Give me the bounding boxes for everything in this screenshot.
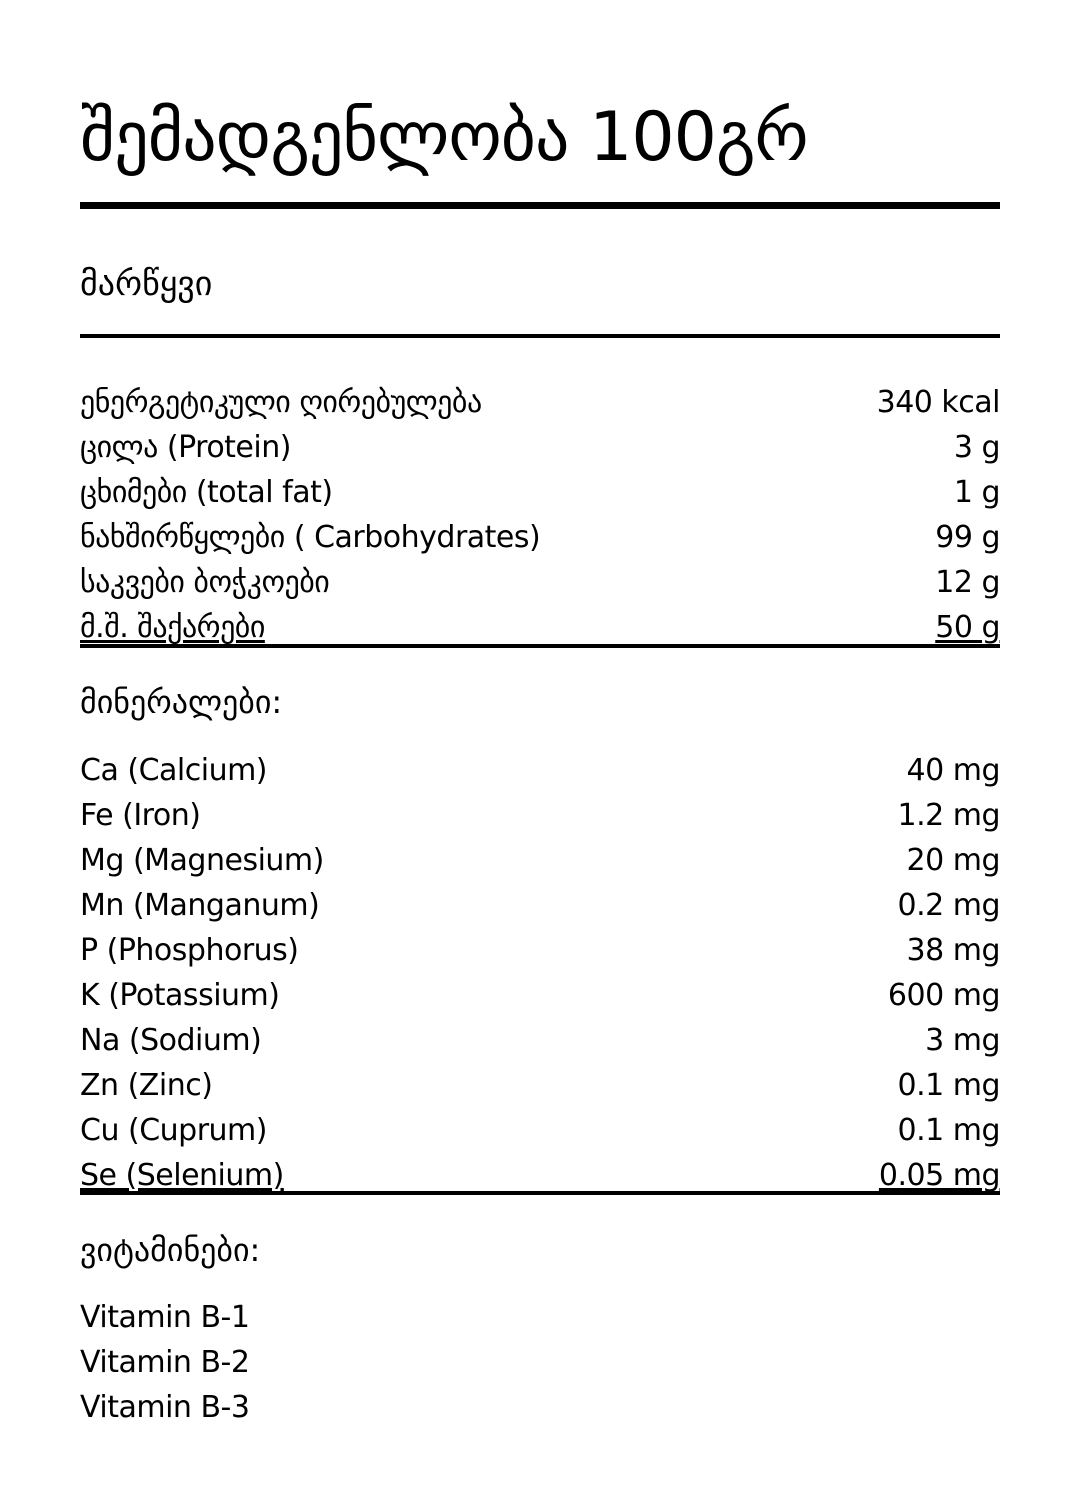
mineral-row: Zn (Zinc) 0.1 mg bbox=[80, 1063, 1000, 1108]
vitamin-item: Vitamin B-2 bbox=[80, 1340, 1000, 1385]
mineral-row: P (Phosphorus) 38 mg bbox=[80, 928, 1001, 973]
vitamins-heading: ვიტამინები: bbox=[80, 1231, 261, 1269]
mineral-row: Fe (Iron) 1.2 mg bbox=[80, 793, 1000, 838]
vitamin-item: Vitamin B-1 bbox=[80, 1295, 1000, 1340]
row-label: Na (Sodium) bbox=[80, 1023, 262, 1058]
row-label: Vitamin B-3 bbox=[80, 1390, 250, 1425]
row-label: Cu (Cuprum) bbox=[80, 1113, 267, 1148]
nutrition-row-carbohydrates: ნახშირწყლები ( Carbohydrates) 99 g bbox=[80, 515, 1000, 560]
row-value: 20 mg bbox=[906, 843, 1001, 878]
row-value: 1 g bbox=[953, 475, 1001, 510]
nutrition-table: ენერგეტიკული ღირებულება 340 kcal ცილა (Pr… bbox=[80, 380, 1001, 650]
mineral-row: Se (Selenium) 0.05 mg bbox=[80, 1153, 1001, 1198]
row-value: 40 mg bbox=[906, 753, 1001, 788]
row-label: Mg (Magnesium) bbox=[80, 843, 324, 878]
row-label: საკვები ბოჭკოები bbox=[80, 565, 330, 600]
minerals-divider bbox=[80, 1191, 1000, 1195]
mineral-row: Cu (Cuprum) 0.1 mg bbox=[80, 1108, 1000, 1153]
row-label: Fe (Iron) bbox=[80, 798, 201, 833]
row-value: 0.05 mg bbox=[878, 1158, 1001, 1193]
title-divider bbox=[80, 202, 1000, 209]
row-label: ცხიმები (total fat) bbox=[80, 475, 333, 510]
row-label: K (Potassium) bbox=[80, 978, 280, 1013]
row-label: Vitamin B-1 bbox=[80, 1300, 250, 1335]
mineral-row: Mn (Manganum) 0.2 mg bbox=[80, 883, 1000, 928]
row-label: Zn (Zinc) bbox=[80, 1068, 213, 1103]
row-label: ენერგეტიკული ღირებულება bbox=[80, 385, 482, 420]
row-value: 1.2 mg bbox=[897, 798, 1000, 833]
row-value: 99 g bbox=[935, 520, 1000, 555]
vitamins-list: Vitamin B-1 Vitamin B-2 Vitamin B-3 bbox=[80, 1295, 1000, 1430]
mineral-row: Mg (Magnesium) 20 mg bbox=[80, 838, 1001, 883]
row-label: Ca (Calcium) bbox=[80, 753, 268, 788]
row-value: 38 mg bbox=[906, 933, 1001, 968]
minerals-table: Ca (Calcium) 40 mg Fe (Iron) 1.2 mg Mg (Ma… bbox=[80, 748, 1001, 1198]
product-divider bbox=[80, 334, 1000, 338]
minerals-heading: მინერალები: bbox=[80, 683, 283, 721]
row-label: ნახშირწყლები ( Carbohydrates) bbox=[80, 520, 541, 555]
nutrition-row-fiber: საკვები ბოჭკოები 12 g bbox=[80, 560, 1000, 605]
product-name: მარწყვი bbox=[80, 264, 213, 304]
mineral-row: Ca (Calcium) 40 mg bbox=[80, 748, 1001, 793]
vitamin-item: Vitamin B-3 bbox=[80, 1385, 1000, 1430]
row-label: P (Phosphorus) bbox=[80, 933, 299, 968]
nutrition-row-fat: ცხიმები (total fat) 1 g bbox=[80, 470, 1001, 515]
row-label: Se (Selenium) bbox=[80, 1158, 284, 1193]
row-value: 3 mg bbox=[925, 1023, 1000, 1058]
row-value: 340 kcal bbox=[876, 385, 1001, 420]
row-value: 600 mg bbox=[887, 978, 1001, 1013]
row-label: Mn (Manganum) bbox=[80, 888, 320, 923]
row-value: 50 g bbox=[935, 610, 1000, 645]
row-value: 0.2 mg bbox=[897, 888, 1000, 923]
row-label: ცილა (Protein) bbox=[80, 430, 291, 465]
nutrition-divider bbox=[80, 644, 1000, 648]
page-title: შემადგენლობა 100გრ bbox=[80, 98, 809, 177]
row-value: 0.1 mg bbox=[897, 1068, 1000, 1103]
row-label: Vitamin B-2 bbox=[80, 1345, 250, 1380]
row-label: მ.შ. შაქარები bbox=[80, 610, 265, 645]
row-value: 3 g bbox=[953, 430, 1001, 465]
nutrition-row-protein: ცილა (Protein) 3 g bbox=[80, 425, 1001, 470]
nutrition-row-sugars: მ.შ. შაქარები 50 g bbox=[80, 605, 1000, 650]
mineral-row: K (Potassium) 600 mg bbox=[80, 973, 1001, 1018]
row-value: 0.1 mg bbox=[897, 1113, 1000, 1148]
nutrition-row-energy: ენერგეტიკული ღირებულება 340 kcal bbox=[80, 380, 1001, 425]
row-value: 12 g bbox=[935, 565, 1000, 600]
mineral-row: Na (Sodium) 3 mg bbox=[80, 1018, 1000, 1063]
